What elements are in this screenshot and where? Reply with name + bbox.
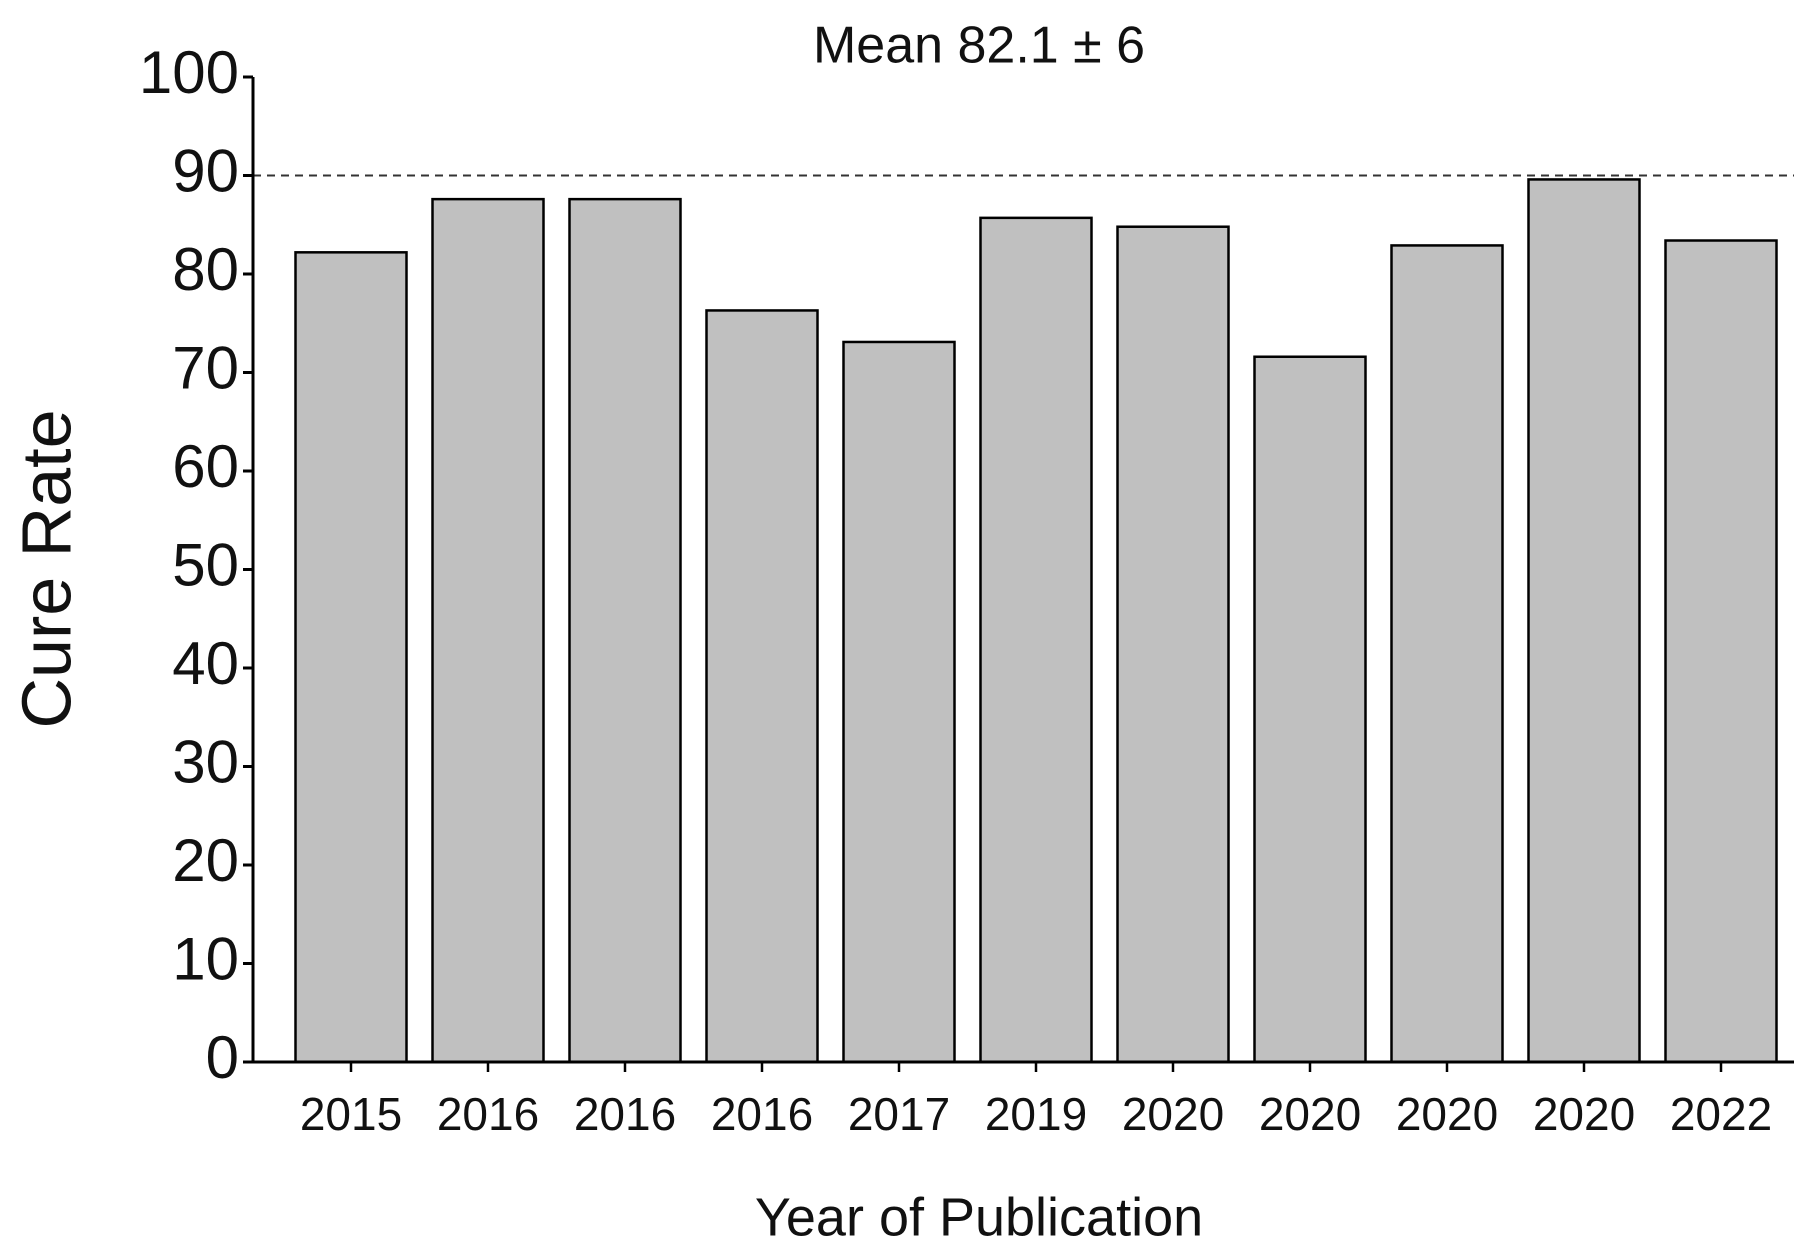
chart-title: Mean 82.1 ± 6	[813, 17, 1145, 75]
bar	[1116, 225, 1230, 1064]
bar	[568, 197, 682, 1064]
y-tick-label: 100	[139, 39, 239, 106]
x-axis-title: Year of Publication	[755, 1187, 1203, 1247]
x-tick-label: 2016	[437, 1088, 539, 1140]
bar	[1390, 244, 1504, 1064]
bar	[979, 216, 1093, 1064]
y-tick-label: 60	[172, 433, 239, 500]
y-tick-label: 20	[172, 827, 239, 894]
bar	[842, 340, 956, 1064]
y-tick-label: 50	[172, 531, 239, 598]
y-axis-title: Cure Rate	[7, 409, 85, 728]
x-tick-label: 2020	[1122, 1088, 1224, 1140]
y-tick-label: 30	[172, 728, 239, 795]
y-tick-label: 0	[206, 1024, 239, 1091]
x-tick-label: 2016	[574, 1088, 676, 1140]
y-tick-label: 90	[172, 137, 239, 204]
x-tick-label: 2020	[1259, 1088, 1361, 1140]
x-tick-label: 2020	[1396, 1088, 1498, 1140]
x-tick-label: 2022	[1670, 1088, 1772, 1140]
bar	[1527, 178, 1641, 1064]
x-tick-label: 2015	[300, 1088, 402, 1140]
x-tick-label: 2019	[985, 1088, 1087, 1140]
x-tick-label: 2020	[1533, 1088, 1635, 1140]
y-tick-label: 40	[172, 630, 239, 697]
y-tick-label: 10	[172, 925, 239, 992]
y-tick-label: 70	[172, 334, 239, 401]
bar	[294, 251, 408, 1064]
bar	[431, 197, 545, 1064]
bar	[705, 309, 819, 1064]
bar	[1253, 355, 1367, 1064]
x-tick-label: 2017	[848, 1088, 950, 1140]
y-tick-label: 80	[172, 236, 239, 303]
bar	[1664, 239, 1778, 1064]
x-tick-label: 2016	[711, 1088, 813, 1140]
